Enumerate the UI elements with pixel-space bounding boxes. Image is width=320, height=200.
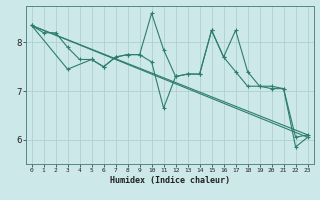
X-axis label: Humidex (Indice chaleur): Humidex (Indice chaleur) [109, 176, 230, 185]
